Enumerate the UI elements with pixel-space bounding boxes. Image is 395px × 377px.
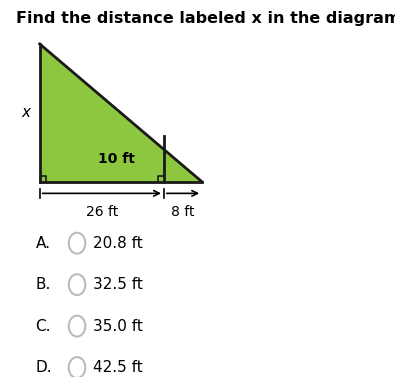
Text: 20.8 ft: 20.8 ft bbox=[93, 236, 143, 251]
Text: 42.5 ft: 42.5 ft bbox=[93, 360, 143, 375]
Text: A.: A. bbox=[36, 236, 51, 251]
Text: 32.5 ft: 32.5 ft bbox=[93, 277, 143, 292]
Text: Find the distance labeled x in the diagram.: Find the distance labeled x in the diagr… bbox=[16, 11, 395, 26]
Text: 8 ft: 8 ft bbox=[171, 205, 195, 219]
Text: x: x bbox=[22, 106, 31, 120]
Text: C.: C. bbox=[36, 319, 51, 334]
Text: 26 ft: 26 ft bbox=[86, 205, 118, 219]
Text: 10 ft: 10 ft bbox=[98, 152, 135, 166]
Text: B.: B. bbox=[36, 277, 51, 292]
Text: 35.0 ft: 35.0 ft bbox=[93, 319, 143, 334]
Text: D.: D. bbox=[36, 360, 52, 375]
Polygon shape bbox=[40, 44, 202, 182]
